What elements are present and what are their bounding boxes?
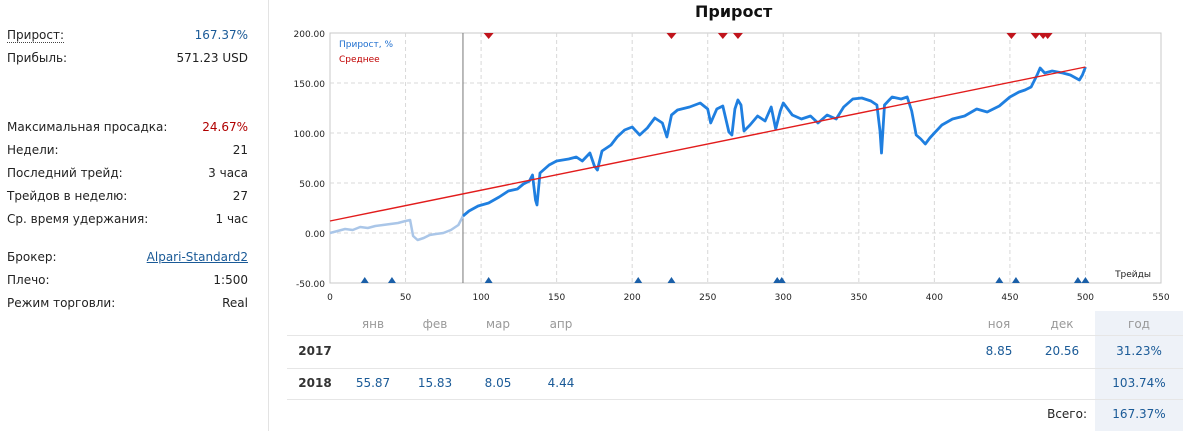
withdrawal-marker bbox=[484, 277, 493, 283]
broker-link[interactable]: Alpari-Standard2 bbox=[146, 250, 248, 264]
stat-weeks-label: Недели: bbox=[7, 143, 59, 157]
stat-trades-per-week-value: 27 bbox=[232, 189, 248, 203]
x-axis-label: Трейды bbox=[1114, 270, 1151, 280]
month-value: 4.44 bbox=[547, 376, 575, 390]
stat-broker: Брокер: Alpari-Standard2 bbox=[7, 248, 248, 266]
stat-growth: Прирост: 167.37% bbox=[7, 26, 248, 44]
withdrawal-marker bbox=[1011, 277, 1020, 283]
year-header: год bbox=[1128, 317, 1150, 331]
grand-total-value: 167.37% bbox=[1112, 407, 1166, 421]
month-header: янв bbox=[361, 317, 385, 331]
stat-weeks-value: 21 bbox=[232, 143, 248, 157]
x-tick-label: 500 bbox=[1077, 293, 1094, 303]
x-tick-label: 100 bbox=[472, 293, 489, 303]
x-tick-label: 550 bbox=[1152, 293, 1169, 303]
year-total-column bbox=[1095, 311, 1183, 431]
stat-last-trade-value: 3 часа bbox=[208, 166, 248, 180]
growth-line-history bbox=[329, 215, 465, 242]
withdrawal-marker bbox=[360, 277, 369, 283]
y-tick-label: 200.00 bbox=[294, 30, 326, 40]
stat-last-trade: Последний трейд: 3 часа bbox=[7, 164, 248, 182]
stat-weeks: Недели: 21 bbox=[7, 141, 248, 159]
average-line bbox=[329, 66, 1086, 222]
stat-leverage-value: 1:500 bbox=[213, 273, 248, 287]
stat-drawdown: Максимальная просадка: 24.67% bbox=[7, 118, 248, 136]
withdrawal-marker bbox=[634, 277, 643, 283]
year-label: 2018 bbox=[298, 376, 332, 390]
y-tick-label: 150.00 bbox=[294, 80, 326, 90]
x-tick-label: 400 bbox=[926, 293, 943, 303]
deposit-marker bbox=[1030, 33, 1041, 39]
total-label: Всего: bbox=[1047, 407, 1087, 421]
x-tick-label: 50 bbox=[400, 293, 412, 303]
stat-hold-time-value: 1 час bbox=[215, 212, 249, 226]
x-tick-label: 150 bbox=[548, 293, 565, 303]
deposit-marker bbox=[732, 33, 743, 39]
x-tick-label: 450 bbox=[1001, 293, 1018, 303]
withdrawal-marker bbox=[995, 277, 1004, 283]
monthly-row-2017: 2017 8.85 20.56 31.23% bbox=[287, 336, 1183, 369]
month-header: дек bbox=[1050, 317, 1074, 331]
stat-broker-label: Брокер: bbox=[7, 250, 57, 264]
stat-profit-label: Прибыль: bbox=[7, 51, 68, 65]
y-tick-label: 50.00 bbox=[299, 180, 325, 190]
year-total-value: 103.74% bbox=[1112, 376, 1166, 390]
monthly-row-2018: 2018 55.87 15.83 8.05 4.44 103.74% bbox=[287, 369, 1183, 400]
deposit-marker bbox=[666, 33, 677, 39]
growth-line bbox=[462, 66, 1087, 218]
y-tick-label: 0.00 bbox=[305, 230, 325, 240]
plot-frame bbox=[329, 32, 1162, 284]
stat-last-trade-label: Последний трейд: bbox=[7, 166, 123, 180]
month-value: 20.56 bbox=[1044, 344, 1080, 358]
growth-chart[interactable]: -50.00 0.00 50.00 100.00 150.00 200.00 0 50 100 1… bbox=[285, 20, 1180, 312]
legend-growth: Прирост, % bbox=[339, 40, 393, 50]
stat-hold-time: Ср. время удержания: 1 час bbox=[7, 210, 248, 228]
year-label: 2017 bbox=[298, 344, 332, 358]
stat-profit: Прибыль: 571.23 USD bbox=[7, 49, 248, 67]
stat-drawdown-label: Максимальная просадка: bbox=[7, 120, 168, 134]
x-tick-label: 250 bbox=[699, 293, 716, 303]
y-tick-label: -50.00 bbox=[296, 280, 325, 290]
stat-profit-value: 571.23 USD bbox=[176, 51, 248, 65]
month-header: апр bbox=[549, 317, 573, 331]
stat-leverage: Плечо: 1:500 bbox=[7, 271, 248, 289]
withdrawal-marker bbox=[667, 277, 676, 283]
stat-trading-mode-label: Режим торговли: bbox=[7, 296, 116, 310]
month-header: мар bbox=[485, 317, 511, 331]
x-tick-label: 350 bbox=[850, 293, 867, 303]
stat-leverage-label: Плечо: bbox=[7, 273, 50, 287]
stat-trades-per-week-label: Трейдов в неделю: bbox=[7, 189, 128, 203]
legend-average: Среднее bbox=[339, 55, 380, 65]
stat-drawdown-value: 24.67% bbox=[202, 120, 248, 134]
x-tick-label: 300 bbox=[775, 293, 792, 303]
month-header: фев bbox=[422, 317, 448, 331]
withdrawal-marker bbox=[1073, 277, 1082, 283]
x-tick-label: 0 bbox=[327, 293, 333, 303]
deposit-marker bbox=[717, 33, 728, 39]
withdrawal-marker bbox=[777, 277, 786, 283]
monthly-header-row: янв фев мар апр ноя дек год bbox=[287, 311, 1183, 336]
withdrawal-marker bbox=[1081, 277, 1090, 283]
stat-growth-value: 167.37% bbox=[194, 28, 248, 42]
stat-trading-mode-value: Real bbox=[222, 296, 248, 310]
stat-hold-time-label: Ср. время удержания: bbox=[7, 212, 149, 226]
month-value: 15.83 bbox=[417, 376, 453, 390]
x-tick-label: 200 bbox=[624, 293, 641, 303]
stat-growth-label[interactable]: Прирост: bbox=[7, 27, 65, 43]
deposit-marker bbox=[483, 33, 494, 39]
monthly-total-row: Всего: 167.37% bbox=[287, 400, 1183, 430]
deposit-marker bbox=[1042, 33, 1053, 39]
stats-panel: Прирост: 167.37% Прибыль: 571.23 USD Мак… bbox=[0, 0, 269, 431]
deposit-marker bbox=[1006, 33, 1017, 39]
withdrawal-marker bbox=[387, 277, 396, 283]
stat-trades-per-week: Трейдов в неделю: 27 bbox=[7, 187, 248, 205]
y-tick-label: 100.00 bbox=[294, 130, 326, 140]
stat-trading-mode: Режим торговли: Real bbox=[7, 294, 248, 312]
month-value: 8.05 bbox=[484, 376, 512, 390]
year-total-value: 31.23% bbox=[1116, 344, 1162, 358]
month-value: 8.85 bbox=[985, 344, 1013, 358]
chart-title: Прирост bbox=[695, 2, 773, 21]
month-header: ноя bbox=[987, 317, 1011, 331]
month-value: 55.87 bbox=[355, 376, 391, 390]
